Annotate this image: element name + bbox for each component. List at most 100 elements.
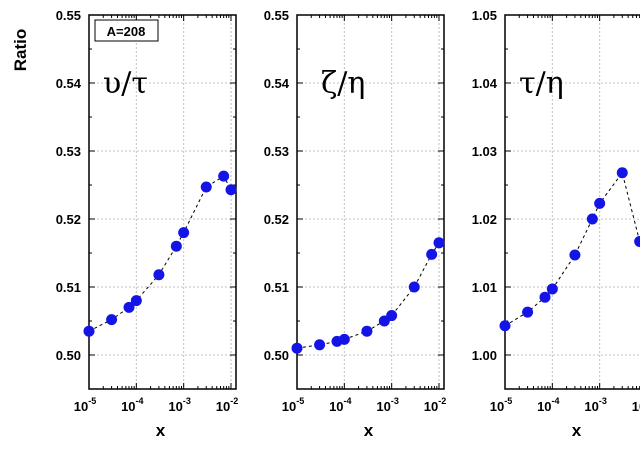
y-tick-label: 0.55 (264, 8, 289, 23)
series-line (296, 242, 440, 349)
y-tick-label: 0.54 (56, 76, 82, 91)
x-tick-base: 10 (74, 399, 88, 414)
data-point (569, 249, 581, 261)
x-axis-title: x (364, 421, 374, 440)
data-point (338, 333, 350, 345)
data-point (433, 237, 445, 249)
y-tick-label: 0.51 (56, 280, 81, 295)
data-point (130, 295, 142, 307)
data-point (594, 197, 606, 209)
x-axis-title: x (156, 421, 166, 440)
data-point (499, 320, 511, 332)
x-tick-label: 10-2 (216, 396, 238, 414)
data-point (178, 227, 190, 239)
y-tick-label: 0.50 (56, 348, 81, 363)
x-tick-label: 10-5 (490, 396, 512, 414)
x-tick-exponent: -4 (136, 396, 144, 406)
x-tick-base: 10 (632, 399, 640, 414)
x-tick-label: 10-4 (329, 396, 351, 414)
x-tick-label: 10-4 (537, 396, 559, 414)
data-point (361, 325, 373, 337)
x-tick-exponent: -2 (230, 396, 238, 406)
x-tick-exponent: -2 (438, 396, 446, 406)
x-tick-label: 10-5 (282, 396, 304, 414)
y-ticks (505, 14, 511, 390)
x-tick-label: 10-3 (376, 396, 398, 414)
x-tick-base: 10 (424, 399, 438, 414)
y-ticks (297, 14, 444, 390)
data-point (522, 306, 534, 318)
data-point (83, 325, 95, 337)
x-tick-base: 10 (121, 399, 135, 414)
x-tick-base: 10 (376, 399, 390, 414)
y-axis-title: Ratio (11, 29, 30, 72)
x-tick-base: 10 (329, 399, 343, 414)
data-point (106, 314, 118, 326)
plot-frame (296, 14, 445, 390)
data-point (170, 240, 182, 252)
data-point (123, 301, 135, 313)
ratio-label: ζ/η (321, 66, 365, 101)
data-point (539, 291, 551, 303)
x-tick-label: 10-3 (584, 396, 606, 414)
data-point (426, 248, 438, 260)
y-tick-label: 1.04 (472, 76, 498, 91)
x-tick-base: 10 (584, 399, 598, 414)
data-point (586, 213, 598, 225)
y-tick-label: 1.03 (472, 144, 497, 159)
x-tick-label: 10-4 (121, 396, 143, 414)
data-point (153, 269, 165, 281)
x-tick-base: 10 (168, 399, 182, 414)
x-tick-base: 10 (282, 399, 296, 414)
chart-panel-3: 1.001.011.021.031.041.0510-510-410-310-2… (472, 8, 640, 440)
x-tick-exponent: -3 (391, 396, 399, 406)
data-point (634, 235, 640, 247)
data-point (408, 281, 420, 293)
y-tick-label: 0.52 (264, 212, 289, 227)
ratio-label: τ/η (519, 66, 564, 101)
data-point (291, 342, 303, 354)
y-ticks (89, 14, 236, 390)
x-tick-exponent: -4 (344, 396, 352, 406)
y-tick-label: 0.51 (264, 280, 289, 295)
data-point (546, 283, 558, 295)
x-tick-label: 10-5 (74, 396, 96, 414)
annotation-box (94, 19, 159, 42)
annotation-text: A=208 (107, 24, 146, 39)
plot-frame (88, 14, 237, 390)
x-axis-title: x (572, 421, 582, 440)
x-tick-label: 10-2 (632, 396, 640, 414)
ratio-label: υ/τ (103, 66, 148, 101)
x-tick-base: 10 (216, 399, 230, 414)
x-tick-label: 10-3 (168, 396, 190, 414)
y-tick-label: 0.53 (264, 144, 289, 159)
plot-frame (504, 14, 640, 390)
data-point (218, 170, 230, 182)
x-tick-base: 10 (537, 399, 551, 414)
y-tick-label: 0.55 (56, 8, 81, 23)
data-point (225, 184, 237, 196)
x-tick-exponent: -3 (599, 396, 607, 406)
x-ticks (88, 15, 232, 389)
x-tick-exponent: -5 (296, 396, 304, 406)
y-tick-label: 1.02 (472, 212, 497, 227)
y-tick-label: 0.50 (264, 348, 289, 363)
series-line (88, 175, 232, 332)
x-tick-exponent: -5 (88, 396, 96, 406)
data-point (314, 339, 326, 351)
data-point (616, 167, 628, 179)
y-tick-label: 0.52 (56, 212, 81, 227)
x-ticks (504, 15, 640, 389)
y-tick-label: 1.05 (472, 8, 497, 23)
y-tick-label: 0.54 (264, 76, 290, 91)
y-tick-label: 0.53 (56, 144, 81, 159)
series-line (504, 171, 640, 327)
x-tick-base: 10 (490, 399, 504, 414)
x-tick-exponent: -3 (183, 396, 191, 406)
x-ticks (296, 15, 440, 389)
x-tick-exponent: -4 (552, 396, 560, 406)
y-tick-label: 1.00 (472, 348, 497, 363)
